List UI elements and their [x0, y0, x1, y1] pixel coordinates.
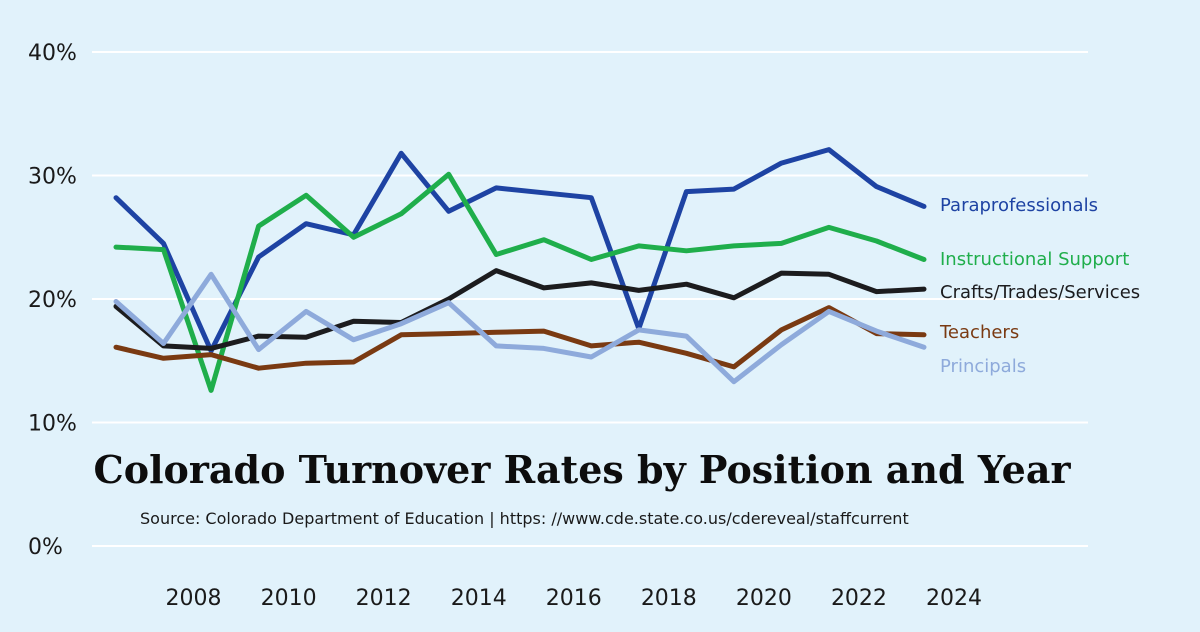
- series-label-instructional-support: Instructional Support: [940, 249, 1129, 270]
- series-label-paraprofessionals: Paraprofessionals: [940, 195, 1098, 216]
- series-line-principals: [113, 271, 927, 385]
- y-axis-ticks: 0% 10% 20% 30% 40%: [28, 41, 77, 560]
- x-tick-label: 2022: [831, 586, 887, 611]
- x-tick-label: 2014: [451, 586, 507, 611]
- series-line-paraprofessionals: [113, 147, 927, 354]
- x-tick-label: 2008: [166, 586, 222, 611]
- series-label-teachers: Teachers: [939, 322, 1019, 343]
- chart-subtitle: Source: Colorado Department of Education…: [140, 509, 909, 528]
- y-tick-label: 40%: [28, 41, 77, 66]
- series-label-principals: Principals: [940, 356, 1026, 377]
- x-tick-label: 2012: [356, 586, 412, 611]
- x-axis-ticks: 2008 2010 2012 2014 2016 2018 2020 2022 2024: [166, 586, 982, 611]
- series-line-instructional-support: [113, 171, 927, 393]
- y-tick-label: 20%: [28, 288, 77, 313]
- x-tick-label: 2010: [261, 586, 317, 611]
- x-tick-label: 2024: [926, 586, 982, 611]
- series-label-crafts-trades-services: Crafts/Trades/Services: [940, 282, 1140, 303]
- series-labels: Paraprofessionals Instructional Support Cr…: [939, 195, 1140, 377]
- series-lines: [113, 147, 927, 393]
- y-tick-label: 0%: [28, 535, 63, 560]
- chart-title: Colorado Turnover Rates by Position and …: [94, 447, 1072, 492]
- y-tick-label: 10%: [28, 412, 77, 437]
- y-tick-label: 30%: [28, 165, 77, 190]
- gridlines: [92, 51, 1088, 547]
- series-line-teachers: [113, 305, 927, 371]
- x-tick-label: 2018: [641, 586, 697, 611]
- x-tick-label: 2020: [736, 586, 792, 611]
- x-tick-label: 2016: [546, 586, 602, 611]
